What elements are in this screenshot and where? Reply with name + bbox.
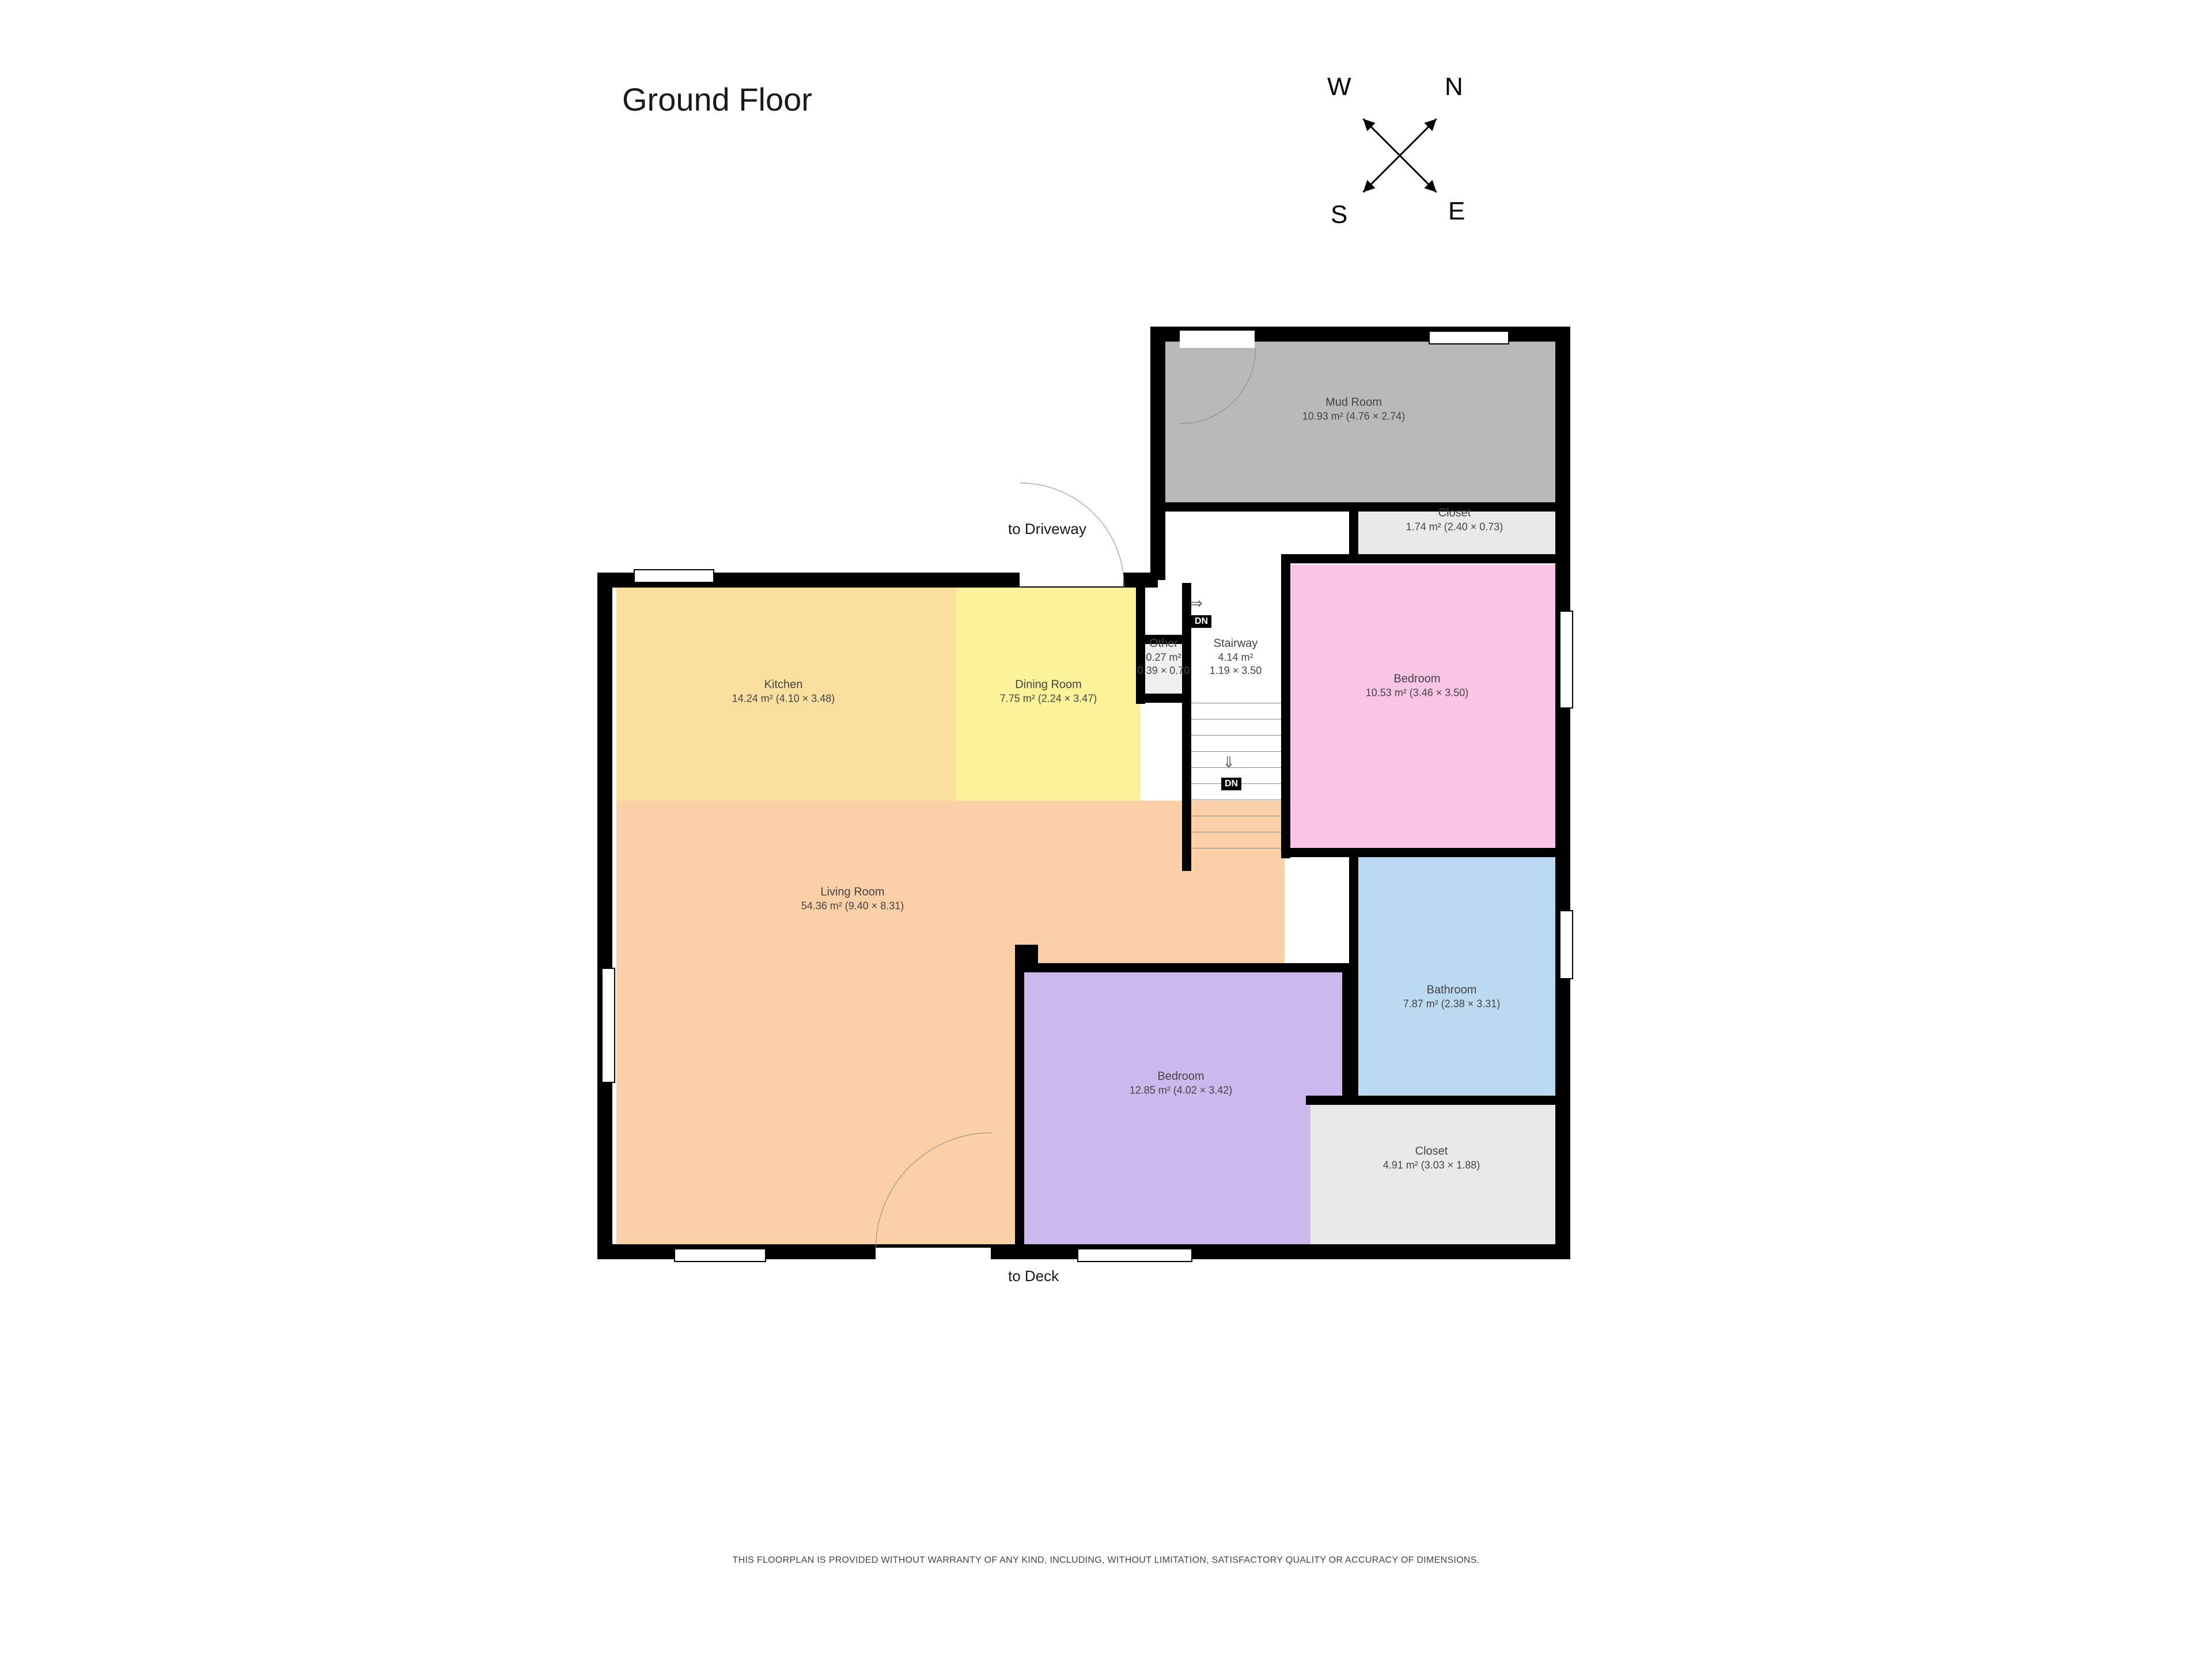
inner-wall-12: [1015, 963, 1024, 1251]
room-label-living: Living Room54.36 m² (9.40 × 8.31): [801, 885, 904, 912]
outer-wall-2: [1555, 327, 1570, 1259]
room-label-kitchen: Kitchen14.24 m² (4.10 × 3.48): [732, 677, 835, 705]
dn-tag-0: DN: [1191, 615, 1211, 628]
dn-tag-1: DN: [1221, 778, 1241, 790]
room-label-bathroom: Bathroom7.87 m² (2.38 × 3.31): [1403, 983, 1501, 1010]
inner-wall-2: [1281, 554, 1563, 563]
stair-arrow-0: ⇒: [1190, 594, 1203, 612]
door-arc-2: [1105, 273, 1256, 424]
inner-wall-7: [1136, 694, 1187, 703]
inner-wall-1: [1349, 507, 1358, 559]
floorplan: Mud Room10.93 m² (4.76 × 2.74) Closet1.74…: [605, 334, 1584, 1285]
room-label-other: Other0.27 m²0.39 × 0.70: [1138, 637, 1190, 677]
inner-wall-4: [1182, 583, 1191, 871]
inner-wall-11: [1015, 963, 1349, 972]
room-label-dining: Dining Room7.75 m² (2.24 × 3.47): [1000, 677, 1097, 705]
window-3: [1559, 910, 1573, 979]
room-label-closet-top: Closet1.74 m² (2.40 × 0.73): [1406, 506, 1503, 533]
inner-wall-3: [1281, 559, 1290, 858]
room-bathroom: [1354, 853, 1555, 1100]
room-label-bedroom-pink: Bedroom10.53 m² (3.46 × 3.50): [1366, 672, 1469, 699]
window-6: [601, 968, 615, 1083]
window-0: [634, 569, 714, 583]
door-gap-1: [876, 1248, 991, 1265]
compass-s: S: [1331, 200, 1347, 229]
room-label-closet-bot: Closet4.91 m² (3.03 × 1.88): [1383, 1144, 1480, 1172]
outer-wall-1: [1150, 327, 1165, 580]
compass-e: E: [1448, 197, 1465, 226]
floor-title: Ground Floor: [622, 81, 812, 118]
room-bedroom-purple: [1020, 968, 1342, 1244]
inner-wall-13: [1342, 968, 1351, 1105]
compass-n: N: [1445, 73, 1463, 101]
outer-wall-4: [597, 573, 612, 1259]
stair-arrow-1: ⇓: [1222, 753, 1235, 771]
room-closet-bot: [1310, 1100, 1555, 1244]
window-5: [1077, 1248, 1192, 1262]
window-4: [674, 1248, 766, 1262]
room-label-stairway: Stairway4.14 m²1.19 × 3.50: [1210, 637, 1262, 677]
inner-wall-8: [1281, 848, 1563, 857]
door-gap-2: [1180, 331, 1255, 348]
room-label-mudroom: Mud Room10.93 m² (4.76 × 2.74): [1302, 395, 1406, 423]
compass-w: W: [1327, 73, 1351, 101]
room-bedroom-pink: [1286, 565, 1555, 853]
compass-rose: N E S W: [1313, 69, 1486, 242]
window-2: [1559, 611, 1573, 709]
disclaimer-text: THIS FLOORPLAN IS PROVIDED WITHOUT WARRA…: [0, 1555, 2212, 1566]
room-label-bedroom-purple: Bedroom12.85 m² (4.02 × 3.42): [1130, 1069, 1233, 1097]
inner-wall-14: [1015, 945, 1038, 968]
window-1: [1429, 331, 1509, 344]
